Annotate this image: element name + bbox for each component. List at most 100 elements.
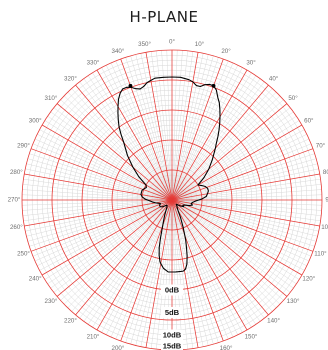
minor-spoke [27,158,173,201]
minor-spoke [101,67,173,201]
minor-spoke [60,199,173,301]
major-spoke [56,199,173,297]
angle-tick-label: 60° [304,118,314,125]
minor-spoke [60,99,173,201]
major-spoke [30,148,173,201]
pattern-line [117,76,221,273]
minor-spoke [29,199,173,247]
db-tick-label: 15dB [163,342,182,350]
minor-spoke [171,78,261,201]
minor-spoke [23,199,173,222]
angle-tick-label: 330° [87,60,100,67]
minor-spoke [156,199,173,350]
major-spoke [171,58,224,201]
major-spoke [120,58,173,201]
major-spoke [171,199,199,348]
minor-spoke [87,75,173,201]
minor-spoke [171,199,322,216]
minor-spoke [171,120,300,201]
minor-spoke [83,78,173,201]
minor-spoke [166,50,173,201]
minor-spoke [110,199,173,338]
minor-spoke [171,199,317,242]
minor-spoke [47,199,173,285]
minor-spoke [171,199,312,257]
minor-spoke [39,129,173,201]
major-spoke [171,199,224,342]
minor-spoke [135,54,173,201]
minor-spoke [71,199,173,312]
minor-spoke [171,199,257,325]
minor-spoke [22,189,173,201]
minor-spoke [171,158,317,201]
angle-tick-label: 140° [267,318,280,325]
major-grid-lines [21,49,323,350]
minor-spoke [140,199,173,347]
db-label-background [161,340,183,350]
minor-spoke [106,65,173,201]
angle-tick-label: 220° [64,318,77,325]
angle-tick-label: 340° [112,48,125,55]
angle-tick-label: 70° [316,142,326,149]
major-spoke [41,199,173,276]
minor-spoke [171,95,281,201]
minor-spoke [135,199,173,346]
minor-spoke [140,53,173,201]
minor-spoke [171,199,291,293]
minor-spoke [171,134,307,201]
minor-spoke [63,95,173,201]
major-spoke [171,199,314,252]
minor-spoke [171,199,305,271]
angle-tick-label: 10° [195,41,205,48]
minor-spoke [171,199,188,350]
major-spoke [171,69,248,201]
minor-spoke [171,199,238,335]
minor-spoke [37,134,173,201]
major-spoke [24,199,173,227]
angle-tick-label: 240° [29,276,42,283]
minor-spoke [171,184,322,201]
minor-spoke [171,199,277,309]
db-tick-label: 5dB [165,308,180,317]
minor-spoke [37,199,173,266]
minor-spoke [71,88,173,201]
minor-spoke [171,129,305,201]
angle-tick-label: 300° [29,118,42,125]
angle-tick-label: 20° [221,48,231,55]
major-spoke [96,199,173,331]
major-spoke [145,52,173,201]
major-spoke [171,199,269,316]
minor-spoke [171,199,265,319]
minor-spoke [34,199,173,262]
minor-spoke [83,199,173,322]
minor-spoke [22,199,173,206]
major-spoke [56,103,173,201]
minor-spoke [39,199,173,271]
minor-spoke [171,199,183,350]
minor-spoke [22,184,173,201]
minor-spoke [25,168,173,201]
minor-spoke [63,199,173,305]
angle-tick-label: 290° [17,142,30,149]
angle-tick-label: 50° [288,95,298,102]
angle-tick-label: 310° [45,95,58,102]
minor-spoke [171,143,312,201]
minor-spoke [32,199,173,257]
db-tick-labels: 0dB 5dB 10dB 15dB [161,284,183,350]
angle-tick-label: 30° [246,60,256,67]
minor-spoke [125,57,173,201]
minor-spoke [171,199,310,262]
minor-spoke [26,163,173,201]
major-spoke [30,199,173,252]
minor-spoke [44,199,173,280]
major-spoke [75,199,173,316]
minor-spoke [171,199,178,350]
minor-spoke [27,199,173,242]
minor-spoke [22,199,173,211]
major-spoke [171,52,199,201]
minor-spoke [44,120,173,201]
minor-spoke [171,199,321,222]
minor-spoke [171,50,183,201]
angle-tick-label: 0° [169,39,175,46]
